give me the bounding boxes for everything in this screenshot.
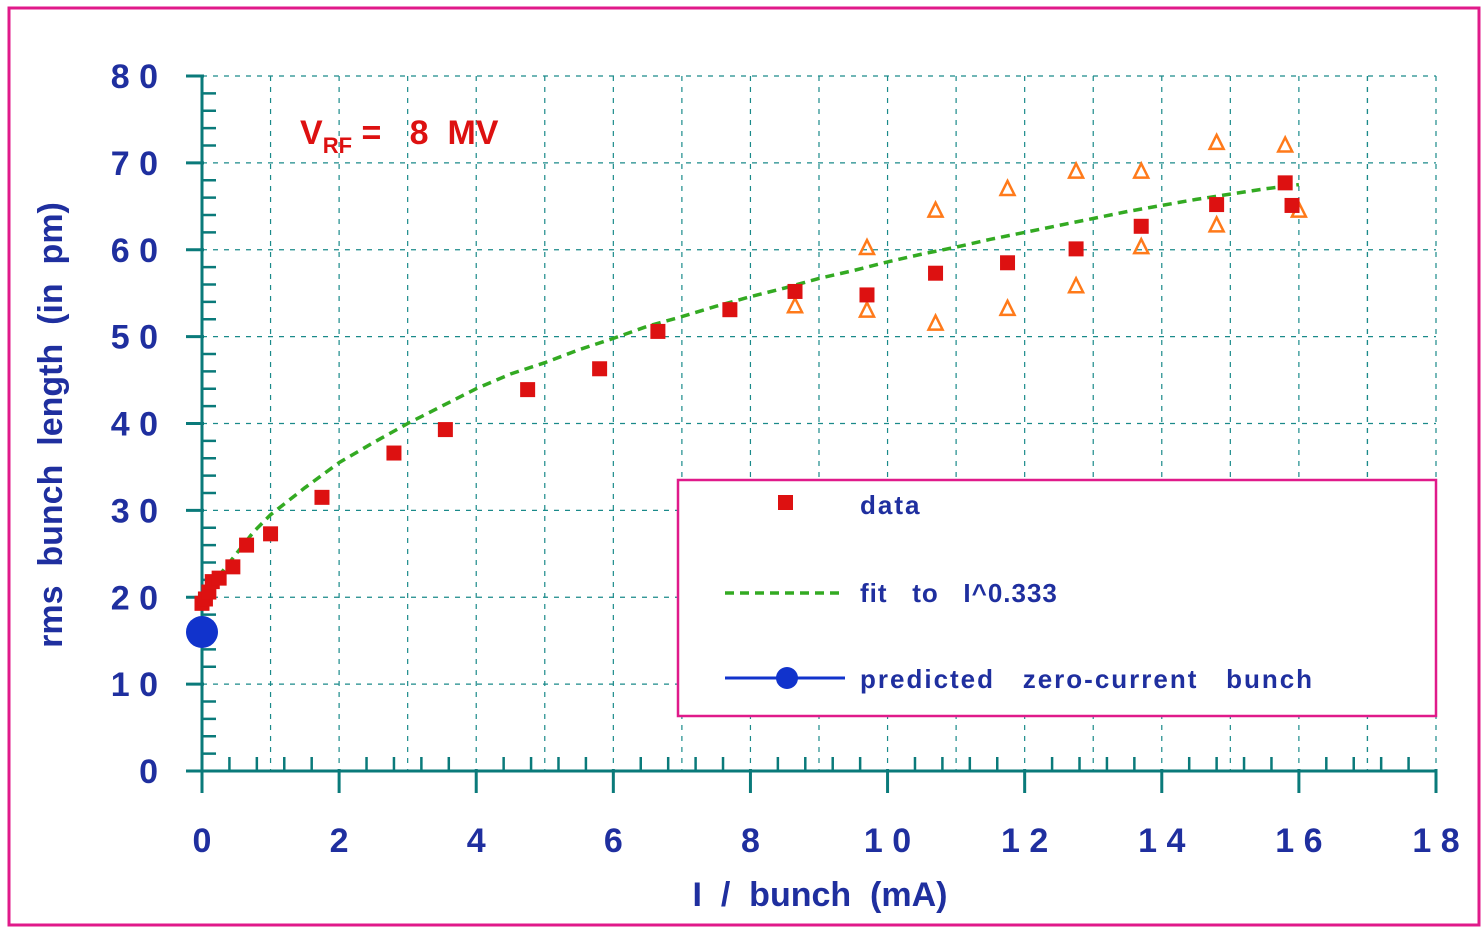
- data-point: [1284, 197, 1300, 213]
- triangle-points: [785, 132, 1308, 331]
- triangle-point: [926, 312, 945, 331]
- x-tick-label: 2: [330, 822, 349, 860]
- data-point: [1209, 197, 1225, 213]
- triangle-point: [998, 178, 1017, 197]
- y-tick-label: 7 0: [111, 145, 158, 183]
- triangle-point: [1276, 134, 1295, 153]
- axes: [186, 74, 1438, 793]
- x-tick-label: 1 4: [1138, 822, 1185, 860]
- y-tick-label: 3 0: [111, 492, 158, 530]
- data-point: [520, 382, 536, 398]
- vrf-annotation-subscript: RF: [323, 133, 352, 158]
- data-point: [1277, 175, 1293, 191]
- legend-fit-label: fit to I^0.333: [860, 578, 1058, 608]
- data-point: [787, 283, 803, 299]
- data-point: [314, 489, 330, 505]
- data-point: [225, 559, 241, 575]
- y-tick-labels: 0 1 0 2 0 3 0 4 0 5 0 6 0 7 0 8 0: [111, 58, 158, 791]
- data-point: [859, 287, 875, 303]
- data-point: [1068, 241, 1084, 257]
- y-axis-label: rms bunch length (in pm): [32, 202, 70, 648]
- triangle-point: [998, 298, 1017, 317]
- y-tick-label: 8 0: [111, 58, 158, 96]
- vrf-annotation-main: V: [300, 114, 323, 152]
- legend-data-marker: [778, 495, 793, 510]
- data-point: [386, 445, 402, 461]
- x-tick-labels: 0 2 4 6 8 1 0 1 2 1 4 1 6 1 8: [193, 822, 1460, 860]
- x-tick-label: 4: [467, 822, 486, 860]
- triangle-point: [1067, 275, 1086, 294]
- legend: data fit to I^0.333 predicted zero-curre…: [676, 478, 1438, 718]
- data-point: [1133, 218, 1149, 234]
- predicted-points: [186, 616, 218, 648]
- y-tick-label: 4 0: [111, 406, 158, 444]
- x-tick-label: 1 6: [1275, 822, 1322, 860]
- x-tick-label: 0: [193, 822, 212, 860]
- triangle-point: [1067, 160, 1086, 179]
- data-point: [650, 323, 666, 339]
- data-point: [239, 537, 255, 553]
- triangle-point: [926, 199, 945, 218]
- x-tick-label: 1 0: [864, 822, 911, 860]
- data-point: [263, 526, 279, 542]
- y-tick-label: 5 0: [111, 319, 158, 357]
- y-tick-label: 0: [139, 753, 158, 791]
- x-tick-label: 8: [741, 822, 760, 860]
- data-point: [722, 302, 738, 318]
- triangle-point: [1207, 132, 1226, 151]
- x-tick-label: 1 8: [1412, 822, 1459, 860]
- x-axis-label: I / bunch (mA): [693, 876, 948, 914]
- outer-border: [7, 6, 1481, 927]
- vrf-annotation-rest: = 8 MV: [352, 114, 499, 152]
- triangle-point: [1132, 236, 1151, 255]
- data-point: [437, 422, 453, 438]
- triangle-point: [1207, 214, 1226, 233]
- data-point: [592, 361, 608, 377]
- triangle-point: [857, 299, 877, 318]
- legend-data-label: data: [860, 490, 921, 520]
- data-point: [1000, 255, 1016, 271]
- predicted-point: [186, 616, 218, 648]
- x-tick-label: 6: [604, 822, 623, 860]
- y-tick-label: 1 0: [111, 666, 158, 704]
- triangle-point: [1132, 160, 1151, 179]
- legend-predicted-marker: [776, 667, 798, 689]
- triangle-point: [785, 295, 805, 314]
- fit-line: [200, 182, 1300, 603]
- x-tick-label: 1 2: [1001, 822, 1048, 860]
- y-tick-label: 6 0: [111, 232, 158, 270]
- data-point: [211, 570, 227, 586]
- data-points: [194, 175, 1300, 611]
- triangle-point: [857, 237, 877, 256]
- legend-predicted-label: predicted zero-current bunch: [860, 664, 1314, 694]
- vrf-annotation: VRF = 8 MV: [300, 114, 499, 158]
- data-point: [928, 265, 944, 281]
- y-tick-label: 2 0: [111, 579, 158, 617]
